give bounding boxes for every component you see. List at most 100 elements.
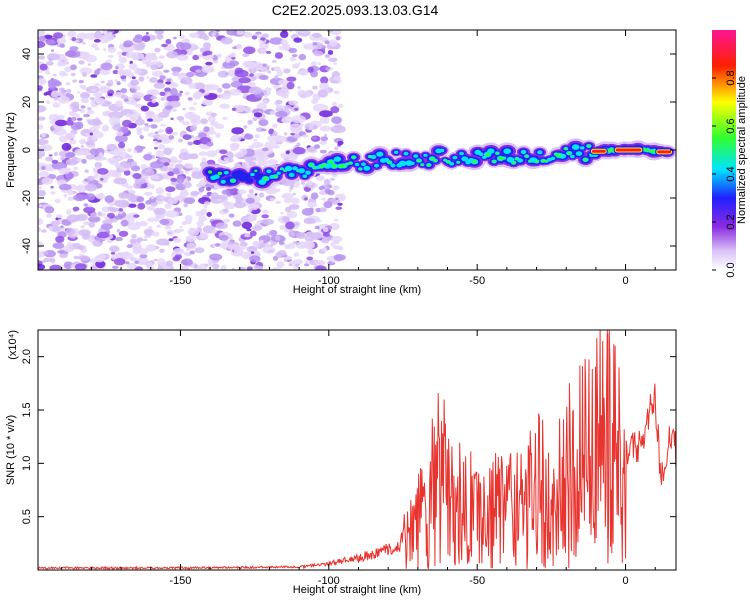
snr-x-label: Height of straight line (km) (293, 584, 421, 596)
colorbar-label: Normalized spectral amplitude (736, 76, 748, 224)
ridge-blob (370, 154, 377, 160)
noise-speckle (147, 226, 153, 229)
noise-speckle (151, 70, 164, 77)
noise-speckle (260, 128, 267, 132)
noise-speckle (43, 257, 51, 263)
noise-speckle (279, 225, 286, 230)
noise-speckle (274, 135, 287, 143)
ridge-blob (461, 156, 469, 162)
noise-speckle (182, 107, 186, 111)
noise-speckle (306, 147, 316, 152)
noise-speckle (319, 207, 327, 213)
noise-speckle (106, 82, 112, 87)
noise-speckle (242, 53, 250, 57)
noise-speckle (323, 201, 333, 209)
noise-speckle (333, 62, 338, 65)
noise-speckle (232, 104, 246, 113)
noise-speckle (63, 245, 75, 253)
noise-speckle (76, 117, 83, 121)
ridge-blob (276, 171, 281, 175)
noise-speckle (293, 37, 303, 43)
snr-y-label: SNR (10 * v/v) (5, 415, 17, 485)
noise-speckle (38, 227, 42, 232)
ridge-blob (313, 166, 317, 169)
noise-speckle (258, 192, 265, 198)
noise-speckle (281, 116, 293, 124)
noise-speckle (164, 203, 172, 210)
noise-speckle (226, 151, 234, 159)
ridge-blob (284, 165, 293, 172)
noise-speckle (159, 218, 170, 225)
noise-speckle (335, 36, 341, 41)
noise-speckle (269, 197, 276, 202)
noise-speckle (155, 187, 164, 195)
noise-speckle (323, 178, 331, 186)
y-tick-label: 1.5 (21, 402, 33, 417)
y-tick-label: 1.0 (21, 456, 33, 471)
noise-speckle (280, 211, 284, 215)
noise-speckle (198, 187, 205, 193)
noise-speckle (307, 248, 315, 255)
noise-speckle (97, 155, 105, 161)
noise-speckle (144, 191, 153, 196)
noise-speckle (334, 146, 339, 150)
noise-speckle (120, 88, 128, 94)
noise-speckle (38, 204, 43, 208)
noise-speckle (257, 160, 269, 166)
noise-speckle (164, 225, 172, 230)
noise-speckle (89, 96, 95, 101)
noise-speckle (192, 54, 199, 61)
ridge-blob (427, 163, 431, 167)
noise-speckle (76, 108, 82, 112)
noise-speckle (312, 85, 318, 90)
noise-speckle (313, 144, 321, 149)
noise-speckle (295, 232, 307, 239)
noise-speckle (115, 100, 123, 107)
noise-speckle (109, 245, 120, 253)
noise-speckle (219, 103, 230, 109)
noise-speckle (107, 93, 113, 97)
noise-speckle (126, 148, 133, 153)
noise-speckle (314, 225, 320, 230)
ridge-blob (338, 164, 343, 168)
noise-speckle (330, 30, 342, 36)
noise-speckle (115, 66, 119, 70)
noise-speckle (290, 197, 300, 204)
noise-speckle (130, 257, 138, 261)
x-tick-label: -50 (469, 575, 485, 587)
noise-speckle (219, 149, 228, 154)
spectrogram-y-label: Frequency (Hz) (5, 112, 17, 188)
snr-multiplier: (x10⁴) (7, 330, 19, 360)
ridge-blob (328, 160, 334, 164)
noise-speckle (159, 134, 169, 142)
noise-speckle (116, 131, 124, 136)
noise-speckle (85, 154, 96, 160)
noise-speckle (257, 33, 263, 39)
ridge-blob (413, 154, 419, 158)
noise-speckle (193, 82, 205, 90)
noise-speckle (261, 33, 270, 38)
noise-speckle (101, 124, 109, 132)
noise-speckle (80, 105, 86, 109)
noise-speckle (275, 188, 281, 192)
noise-speckle (156, 33, 164, 40)
noise-speckle (145, 244, 157, 252)
noise-speckle (159, 91, 166, 97)
noise-speckle (333, 254, 346, 261)
noise-speckle (60, 225, 64, 229)
ridge-blob (333, 156, 342, 162)
noise-speckle (132, 173, 142, 179)
noise-speckle (92, 240, 103, 247)
noise-speckle (233, 248, 244, 257)
noise-speckle (180, 259, 188, 266)
noise-speckle (261, 243, 264, 247)
noise-speckle (293, 259, 303, 265)
noise-speckle (157, 144, 166, 150)
noise-speckle (200, 208, 208, 216)
noise-speckle (319, 116, 330, 124)
noise-speckle (182, 121, 190, 126)
noise-speckle (38, 138, 47, 146)
noise-speckle (138, 76, 145, 82)
noise-speckle (79, 67, 93, 75)
ridge-blob (443, 159, 447, 162)
